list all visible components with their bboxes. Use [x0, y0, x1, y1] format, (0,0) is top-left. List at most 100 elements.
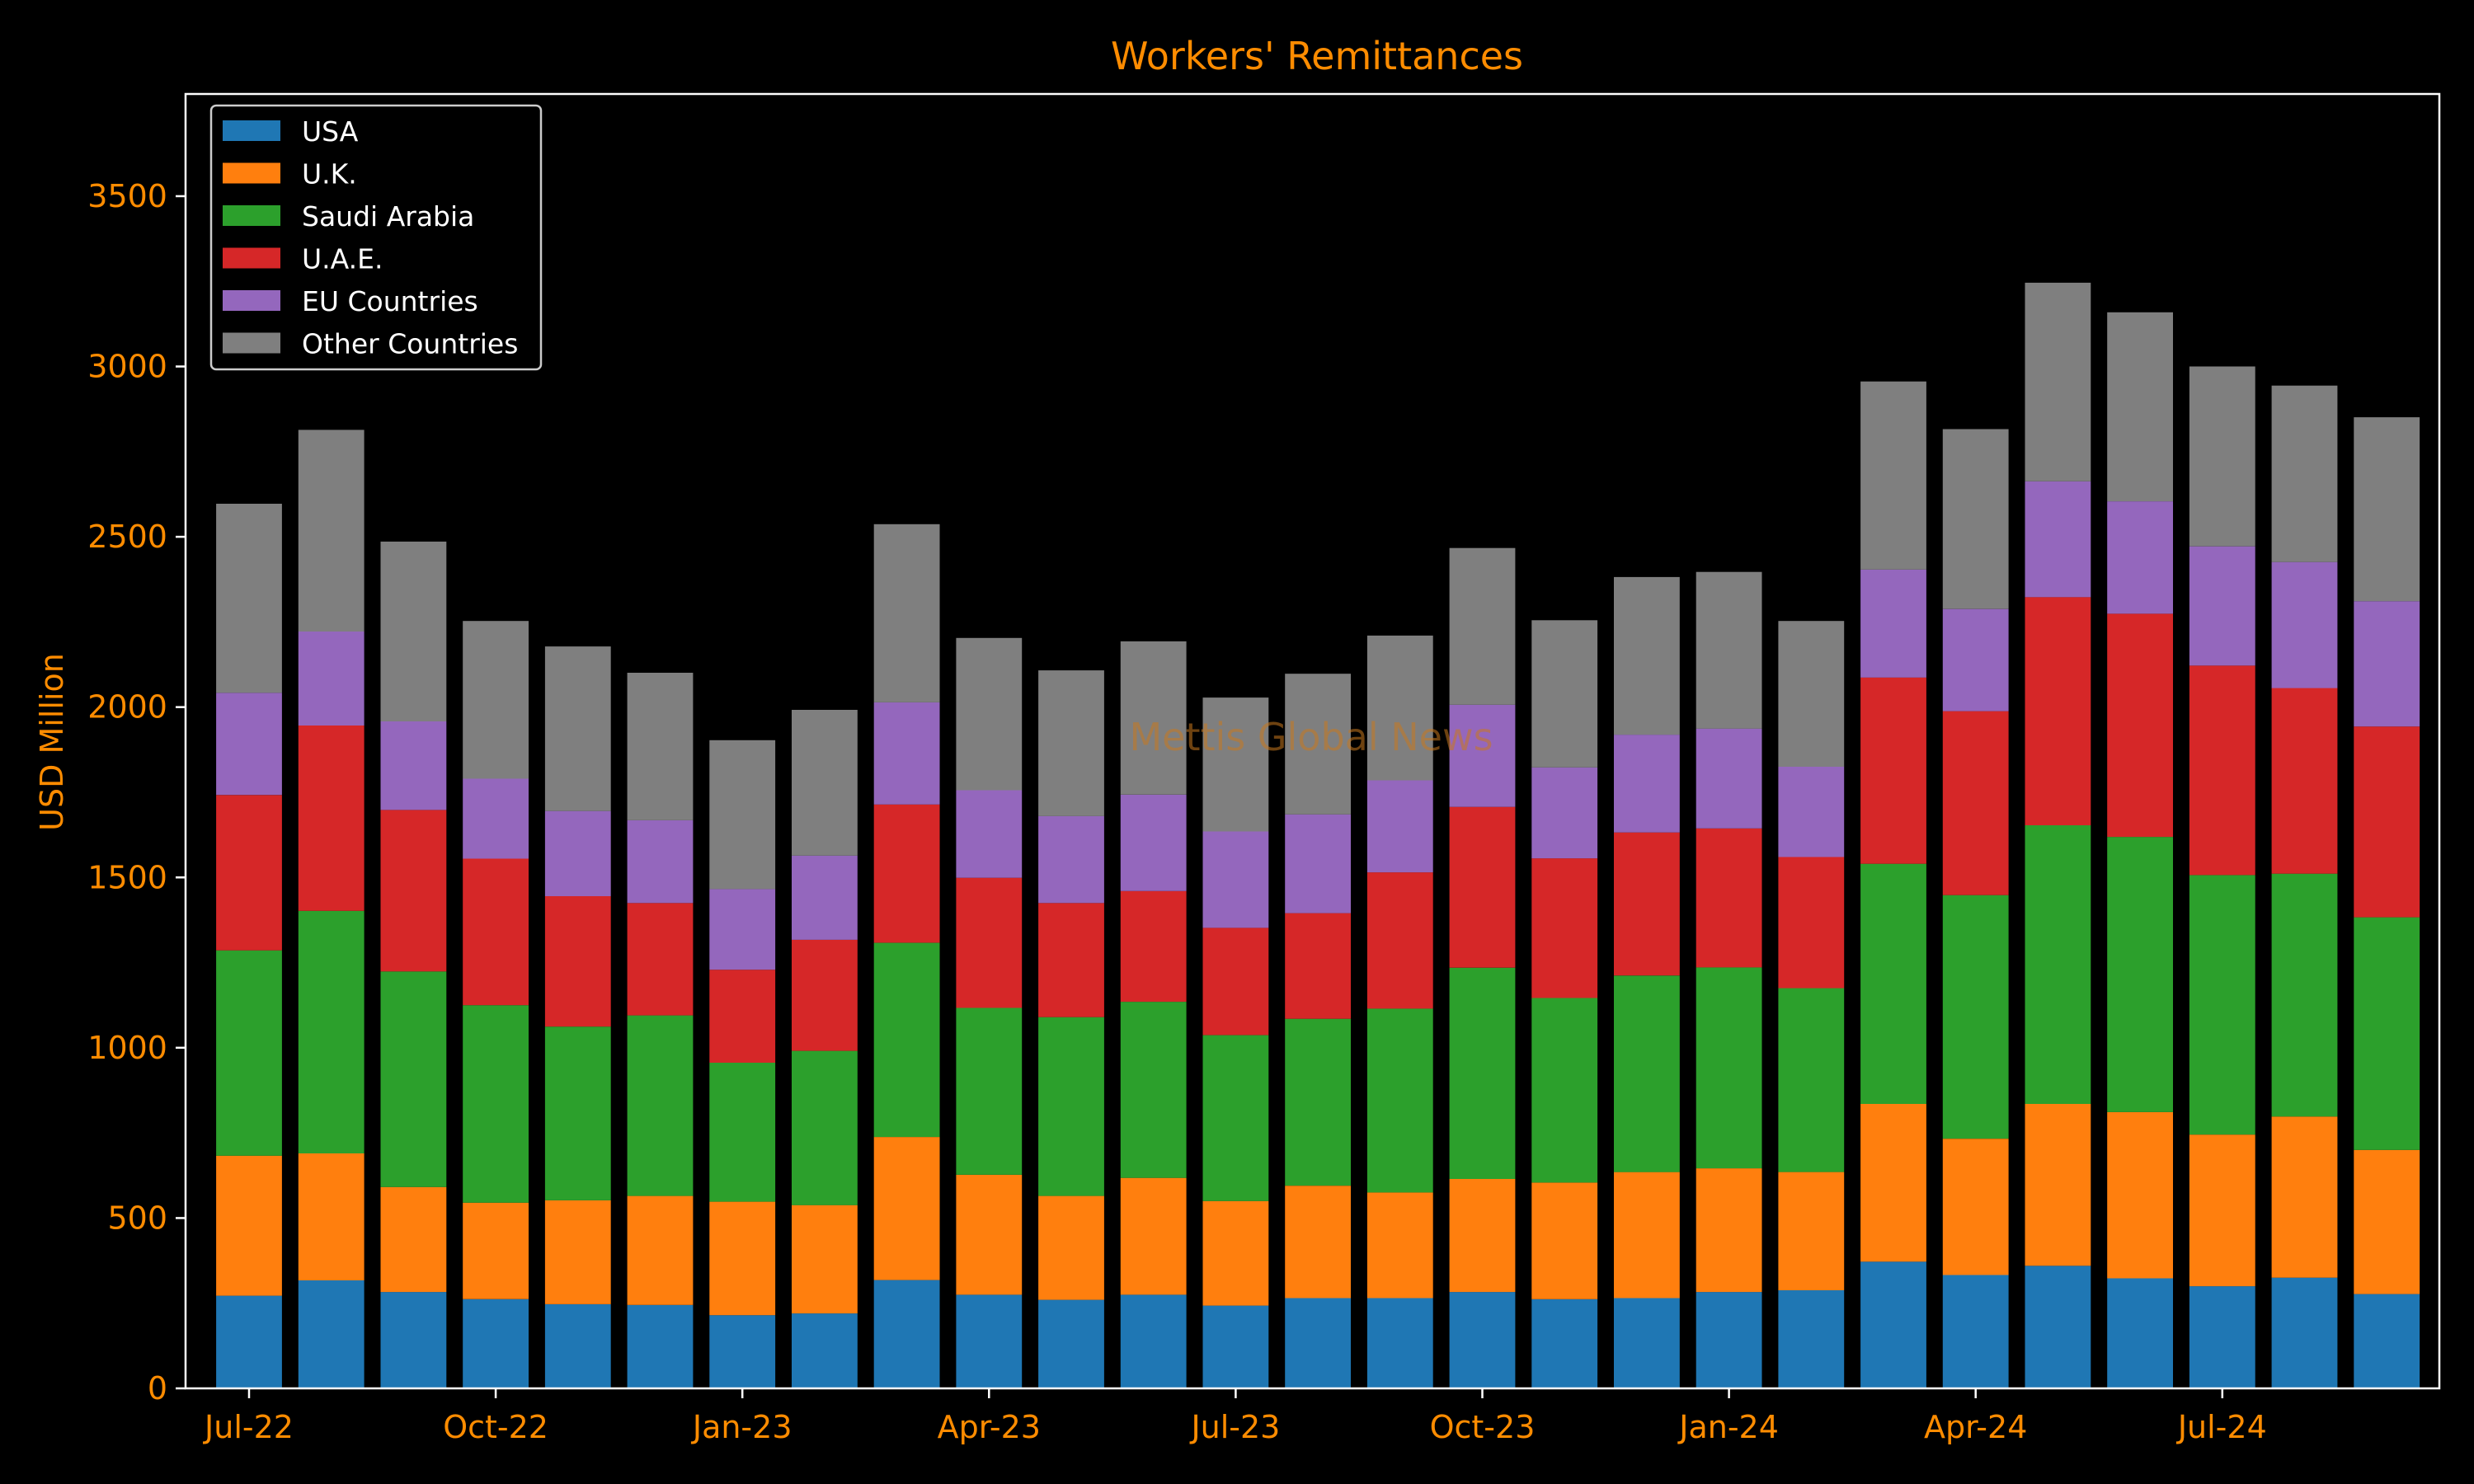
bar-saudi-arabia-aug-23 — [1285, 1018, 1351, 1186]
bar-other-countries-sep-23 — [1366, 635, 1433, 781]
bar-usa-feb-24 — [1778, 1290, 1845, 1388]
bar-u-k--dec-22 — [627, 1195, 694, 1305]
bar-u-k--aug-22 — [298, 1153, 365, 1280]
bar-saudi-arabia-may-24 — [2025, 825, 2091, 1104]
bar-usa-may-24 — [2025, 1266, 2091, 1388]
legend-swatch-eu-countries — [223, 290, 280, 311]
bar-u-a-e--aug-23 — [1285, 913, 1351, 1019]
bar-eu-countries-aug-22 — [298, 632, 365, 726]
bar-usa-jun-23 — [1120, 1294, 1187, 1388]
bar-u-a-e--oct-23 — [1449, 806, 1516, 968]
bar-u-a-e--aug-24 — [2271, 688, 2338, 874]
bar-u-a-e--feb-23 — [792, 939, 858, 1051]
bar-eu-countries-dec-23 — [1614, 735, 1680, 833]
legend: USA U.K. Saudi Arabia U.A.E. EU Countries Oth… — [209, 104, 543, 371]
y-axis-label: USD Million — [34, 653, 70, 831]
bar-other-countries-oct-23 — [1449, 547, 1516, 705]
bar-other-countries-apr-23 — [956, 637, 1023, 791]
bar-other-countries-oct-22 — [463, 621, 529, 779]
bar-u-a-e--sep-22 — [380, 810, 447, 972]
bar-u-k--may-24 — [2025, 1104, 2091, 1266]
bar-u-k--nov-23 — [1531, 1182, 1598, 1299]
bar-u-a-e--jul-22 — [216, 795, 282, 951]
bar-eu-countries-aug-23 — [1285, 814, 1351, 913]
bar-other-countries-dec-23 — [1614, 576, 1680, 735]
bar-saudi-arabia-jan-23 — [709, 1063, 776, 1202]
bar-u-a-e--apr-23 — [956, 877, 1023, 1008]
legend-label-u-a-e-: U.A.E. — [302, 243, 383, 275]
bar-eu-countries-nov-22 — [544, 810, 611, 896]
bar-other-countries-jul-23 — [1202, 697, 1269, 832]
y-tick-label-1500: 1500 — [87, 859, 167, 895]
bar-eu-countries-oct-23 — [1449, 704, 1516, 807]
bar-u-k--jul-22 — [216, 1155, 282, 1296]
x-tick-label-apr-24: Apr-24 — [1924, 1409, 2027, 1445]
x-tick-label-jul-23: Jul-23 — [1189, 1409, 1280, 1445]
legend-swatch-u-k- — [223, 162, 280, 184]
bar-eu-countries-nov-23 — [1531, 767, 1598, 859]
bar-u-k--mar-24 — [1860, 1104, 1926, 1262]
bar-u-k--feb-24 — [1778, 1172, 1845, 1290]
bar-saudi-arabia-sep-24 — [2354, 917, 2420, 1150]
bar-usa-sep-22 — [380, 1292, 447, 1388]
bar-u-a-e--mar-23 — [873, 804, 940, 943]
bar-usa-mar-24 — [1860, 1261, 1926, 1388]
bar-saudi-arabia-mar-23 — [873, 942, 940, 1138]
bar-u-k--nov-22 — [544, 1200, 611, 1304]
bar-u-k--jun-23 — [1120, 1177, 1187, 1295]
legend-swatch-usa — [223, 120, 280, 141]
bar-usa-oct-22 — [463, 1298, 529, 1388]
chart-title: Workers' Remittances — [1111, 34, 1523, 78]
bar-other-countries-jan-24 — [1696, 571, 1762, 729]
bar-other-countries-feb-24 — [1778, 621, 1845, 767]
bar-usa-feb-23 — [792, 1313, 858, 1388]
bar-u-a-e--jan-24 — [1696, 828, 1762, 968]
bar-eu-countries-sep-22 — [380, 721, 447, 810]
bar-usa-aug-24 — [2271, 1277, 2338, 1388]
bar-u-k--dec-23 — [1614, 1172, 1680, 1298]
bar-saudi-arabia-dec-23 — [1614, 975, 1680, 1172]
legend-label-u-k-: U.K. — [302, 158, 357, 190]
bar-eu-countries-jun-23 — [1120, 794, 1187, 891]
bar-eu-countries-jul-24 — [2189, 546, 2255, 666]
bar-u-a-e--sep-23 — [1366, 872, 1433, 1009]
legend-label-saudi-arabia: Saudi Arabia — [302, 200, 474, 232]
bar-u-k--sep-24 — [2354, 1149, 2420, 1294]
x-tick-label-jul-24: Jul-24 — [2176, 1409, 2267, 1445]
x-tick-label-jan-23: Jan-23 — [691, 1409, 793, 1445]
bar-u-a-e--jul-24 — [2189, 665, 2255, 876]
bar-eu-countries-aug-24 — [2271, 561, 2338, 688]
bar-u-k--apr-23 — [956, 1175, 1023, 1295]
bar-saudi-arabia-may-23 — [1038, 1017, 1104, 1196]
bar-eu-countries-sep-24 — [2354, 601, 2420, 727]
axes-layer: 0 500 1000 1500 2000 2500 3000 3500 Jul-22 Oct-22… — [87, 92, 2441, 1445]
bar-other-countries-jul-22 — [216, 504, 282, 693]
bar-other-countries-apr-24 — [1942, 429, 2009, 609]
bar-u-k--sep-22 — [380, 1186, 447, 1293]
bar-saudi-arabia-nov-22 — [544, 1026, 611, 1200]
x-tick-label-oct-22: Oct-22 — [443, 1409, 548, 1445]
bar-u-k--oct-22 — [463, 1202, 529, 1299]
bar-saudi-arabia-nov-23 — [1531, 998, 1598, 1183]
bar-u-k--may-23 — [1038, 1195, 1104, 1300]
y-tick-label-500: 500 — [107, 1200, 167, 1236]
bar-other-countries-jul-24 — [2189, 366, 2255, 547]
bar-other-countries-mar-23 — [873, 524, 940, 702]
x-tick-label-oct-23: Oct-23 — [1430, 1409, 1536, 1445]
legend-label-eu-countries: EU Countries — [302, 285, 478, 317]
bar-u-a-e--jun-23 — [1120, 890, 1187, 1003]
bar-u-k--jul-23 — [1202, 1200, 1269, 1306]
bar-u-k--aug-23 — [1285, 1186, 1351, 1298]
legend-label-other-countries: Other Countries — [302, 328, 518, 360]
bar-usa-jul-22 — [216, 1295, 282, 1388]
bar-u-k--jun-24 — [2107, 1111, 2173, 1279]
legend-label-usa: USA — [302, 115, 359, 148]
bar-other-countries-dec-22 — [627, 673, 694, 820]
y-tick-label-0: 0 — [148, 1370, 167, 1407]
bar-saudi-arabia-aug-24 — [2271, 873, 2338, 1117]
bar-u-k--aug-24 — [2271, 1116, 2338, 1278]
bar-eu-countries-feb-23 — [792, 855, 858, 940]
x-tick-label-jan-24: Jan-24 — [1677, 1409, 1779, 1445]
y-tick-label-1000: 1000 — [87, 1030, 167, 1066]
bar-u-k--oct-23 — [1449, 1178, 1516, 1293]
